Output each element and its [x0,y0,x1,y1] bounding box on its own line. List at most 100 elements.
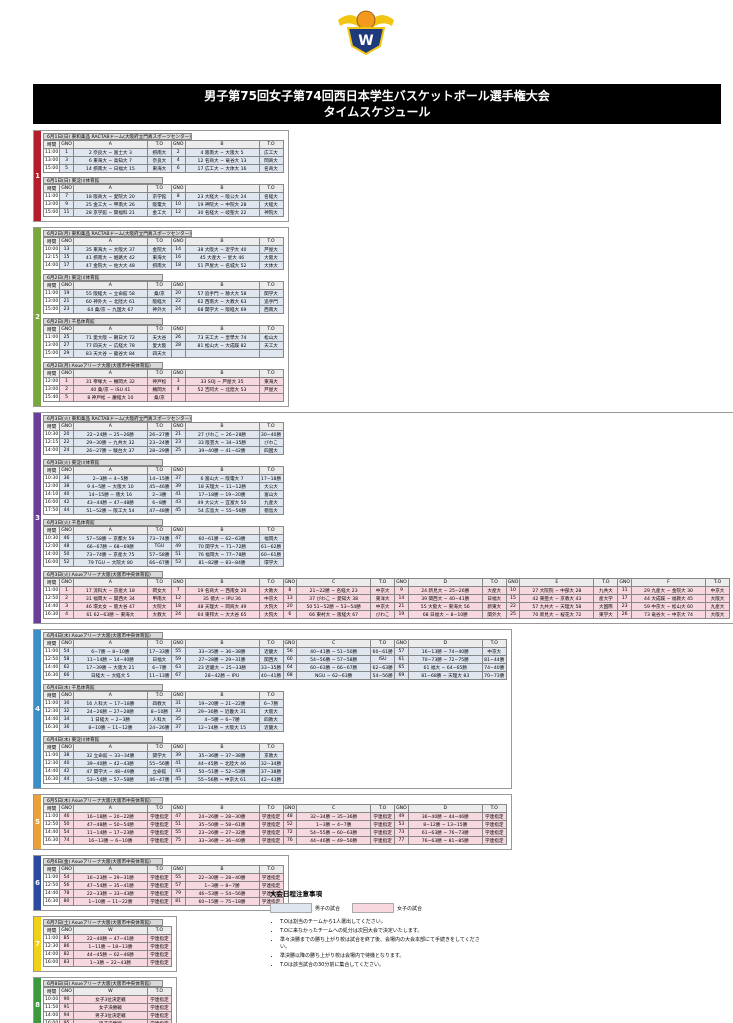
cell: 73−74勝 − 京産大 75 [72,550,148,559]
row: 11:00 19 55 阪経大 − 立命館 58 桑/京 20 57 追手門 − 静大大 … [42,289,284,298]
cell: 43 [170,767,186,776]
cell: 23 大経大 − 阪公大 24 [184,192,260,201]
session-title: 6月2日(月) Asueアリーナ大阪(大阪市中央体育館) [43,362,163,369]
header-cell: T.O [370,578,396,587]
session-table: 時間 GNO A T.O GNO B T.O 11:00 1 2 奈良大 − 富士大 3 摂南大 2 4… [42,140,284,173]
cell: 22−24勝 − 25−26勝 [72,430,148,439]
session-title: 6月3日(火) 東和薬品 RACTABドーム(大阪府立門真スポーツセンター) [43,415,192,422]
cell: 岡女大 [146,586,172,595]
cell: 45 大産大 − 星大 46 [184,253,260,262]
cell: 76 [282,836,298,845]
session-title: 6月2日(月) 東和薬品 RACTABドーム(大阪府立門真スポーツセンター) [43,230,192,237]
header-cell: T.O [481,578,507,587]
header-cell: B [184,804,260,813]
cell: 東海大 [258,377,284,386]
header-cell: E [519,578,595,587]
cell: 学連指定 [258,836,284,845]
cell: 学連指定 [370,812,396,821]
cell: 6 富山大 − 阪電大 7 [184,474,260,483]
cell: 京学館 [146,192,172,201]
cell: 57 [394,647,409,656]
cell: 6−7勝 [146,663,172,672]
cell: 94 [59,1011,74,1020]
header-cell: A [72,325,148,334]
row: 16:00 52 79 TGU − 大院大 80 66−67勝 53 81−82勝 − 8… [42,558,284,567]
day-block: 7 6月7日(土) Asueアリーナ大阪(大阪市中央体育館) 時間 GNO W T.O 11… [33,916,177,972]
header-cell: B [184,140,260,149]
cell: 28 京学館 − 関福科 21 [72,208,148,217]
cell: 学連指定 [146,950,172,959]
cell: 74−40勝 [481,663,507,672]
cell: 東洋大 [370,594,396,603]
cell: 13:00 [42,297,61,306]
header-cell: 時間 [42,578,61,587]
cell: 学連指定 [370,820,396,829]
cell: 名商大 [258,164,284,173]
header-cell: T.O [146,578,172,587]
cell: 11:00 [42,333,61,342]
cell: 43 [170,498,186,507]
header-cell: D [407,578,483,587]
header-cell: GNO [59,926,74,935]
header-cell: T.O [481,639,507,648]
cell: 6 東海大 − 高知大 7 [72,156,148,165]
cell: 摂南大 [146,148,172,157]
cell: 17 [59,261,74,270]
cell: 51 [170,820,186,829]
header-cell: GNO [59,325,74,334]
header-cell: GNO [59,237,74,246]
header-row: 時間 GNO A T.O GNO B T.O [42,325,284,334]
cell: 57−58勝 [146,550,172,559]
cell: 68 日福大 − 8−10勝 [407,610,483,619]
cell: 47 [170,534,186,543]
cell: 24 新見大 − 25−26勝 [407,586,483,595]
cell: 23 [170,438,186,447]
cell: 14−15勝 − 徳大 16 [72,490,148,499]
legend-item: 男子の試合 [270,903,340,913]
header-cell: GNO [170,526,186,535]
cell: 女子決勝戦 [72,1003,148,1012]
cell: 55 大阪大 − 東海大 56 [407,602,483,611]
svg-text:W: W [358,33,373,49]
header-cell: GNO [170,578,186,587]
cell: 39 [170,751,186,760]
header-cell: 時間 [42,325,61,334]
cell: 奈良大 [146,156,172,165]
cell: 学連指定 [146,934,172,943]
cell: 61 福大 − 64−65勝 [407,663,483,672]
header-cell: T.O [370,639,396,648]
header-cell: T.O [258,578,284,587]
session-table: 時間 GNO A T.O GNO B T.O 11:00 19 55 阪経大 − 立命館 58 桑/… [42,281,284,314]
cell: 61−63勝 − 76−73勝 [407,828,483,837]
cell: 学連指定 [146,942,172,951]
cell: 学連指定 [146,1003,172,1012]
cell: 86 [59,942,74,951]
cell: 31 [170,699,186,708]
header-cell: GNO [59,578,74,587]
cell: 大教大 [258,586,284,595]
header-cell: GNO [59,804,74,813]
header-cell: 時間 [42,987,61,996]
cell: 21−22勝 − 名経大 23 [296,586,372,595]
cell: 18 [170,261,186,270]
cell: 大院大 [258,610,284,619]
cell: 22 [59,438,74,447]
cell: 52 吉阿大 − 北陸大 53 [184,385,260,394]
cell: 64 東邦大 − 大大谷 65 [184,610,260,619]
cell: 16−18勝 − 20−22勝 [72,812,148,821]
cell: 62 西南大 − 大教大 63 [184,297,260,306]
header-cell: B [184,369,260,378]
cell: 16:30 [42,610,61,619]
header-cell: 時間 [42,466,61,475]
header-cell: C [296,639,372,648]
cell: 芦屋大 [258,245,284,254]
session-table: 時間 GNO A T.O GNO B T.O 10:30 20 22−24勝 − 25−26勝 26… [42,422,284,455]
cell: 17−18勝 [258,474,284,483]
header-cell: A [72,369,148,378]
header-cell: T.O [258,639,284,648]
row: 14:00 50 73−74勝 − 京産大 75 57−58勝 51 76 福岡大 − 7… [42,550,284,559]
header-cell: B [184,639,260,648]
cell: 学連指定 [146,820,172,829]
cell: 57−58勝 − 京都大 59 [72,534,148,543]
header-row: 時間 GNO A T.O GNO B T.O [42,466,284,475]
